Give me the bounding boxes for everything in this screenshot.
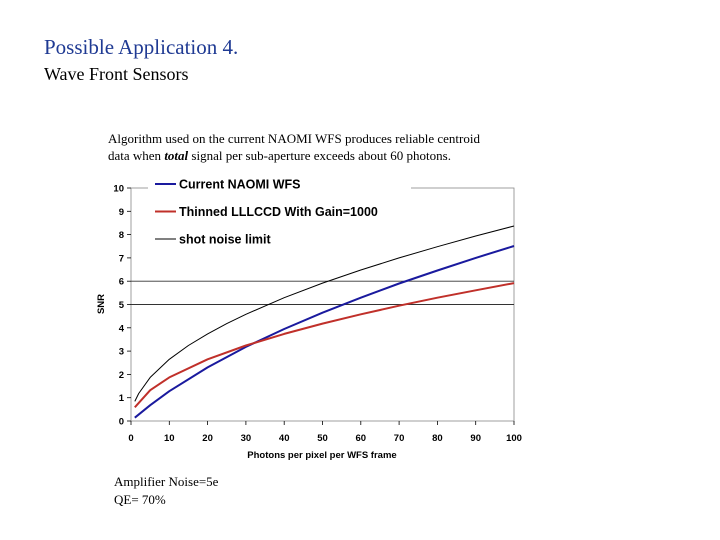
reference-lines xyxy=(131,280,514,305)
legend-label: Thinned LLLCCD With Gain=1000 xyxy=(179,205,378,219)
x-tick-label: 30 xyxy=(241,433,252,444)
x-tick-label: 20 xyxy=(202,433,213,444)
slide-title: Possible Application 4. xyxy=(44,35,239,59)
legend: Current NAOMI WFS Thinned LLLCCD With Gai… xyxy=(148,171,411,254)
x-tick-label: 40 xyxy=(279,433,290,444)
note-prefix: data when xyxy=(108,148,165,163)
series-line-3 xyxy=(134,225,515,402)
y-tick-label: 6 xyxy=(119,277,124,288)
series-line-2 xyxy=(134,282,515,408)
amplifier-noise-note: Amplifier Noise=5e xyxy=(114,474,219,489)
x-tick-label: 60 xyxy=(356,433,367,444)
slide-subtitle: Wave Front Sensors xyxy=(44,64,189,84)
chart-note-line-2: data when total signal per sub-aperture … xyxy=(108,148,451,164)
y-tick-label: 1 xyxy=(119,393,125,404)
x-tick-label: 100 xyxy=(506,433,522,444)
axes-layer: 0 10 20 30 40 50 60 70 80 90 100 0 1 2 3 4 5 6 7 8 9 10 xyxy=(113,184,522,445)
x-tick-label: 0 xyxy=(128,433,133,444)
x-tick-label: 50 xyxy=(317,433,328,444)
chart-note-line-1: Algorithm used on the current NAOMI WFS … xyxy=(108,131,480,146)
note-suffix: signal per sub-aperture exceeds about 60… xyxy=(188,148,451,163)
series-layer xyxy=(134,225,515,419)
legend-box xyxy=(148,171,411,254)
y-axis-label: SNR xyxy=(96,294,107,314)
quantum-efficiency-note: QE= 70% xyxy=(114,492,166,507)
series-line-1 xyxy=(134,245,515,419)
y-tick-label: 4 xyxy=(119,323,125,334)
legend-label: shot noise limit xyxy=(179,233,272,247)
x-tick-label: 70 xyxy=(394,433,405,444)
x-tick-label: 80 xyxy=(432,433,443,444)
y-tick-label: 7 xyxy=(119,253,124,264)
y-tick-label: 5 xyxy=(119,300,125,311)
y-tick-label: 3 xyxy=(119,347,124,358)
x-tick-label: 10 xyxy=(164,433,175,444)
y-tick-label: 8 xyxy=(119,230,124,241)
x-axis-label: Photons per pixel per WFS frame xyxy=(247,450,396,461)
y-tick-label: 10 xyxy=(113,184,124,195)
x-tick-label: 90 xyxy=(470,433,481,444)
y-tick-label: 0 xyxy=(119,417,124,428)
y-tick-label: 2 xyxy=(119,370,124,381)
y-tick-label: 9 xyxy=(119,207,124,218)
note-emphasis: total xyxy=(164,148,189,163)
legend-label: Current NAOMI WFS xyxy=(179,178,301,192)
